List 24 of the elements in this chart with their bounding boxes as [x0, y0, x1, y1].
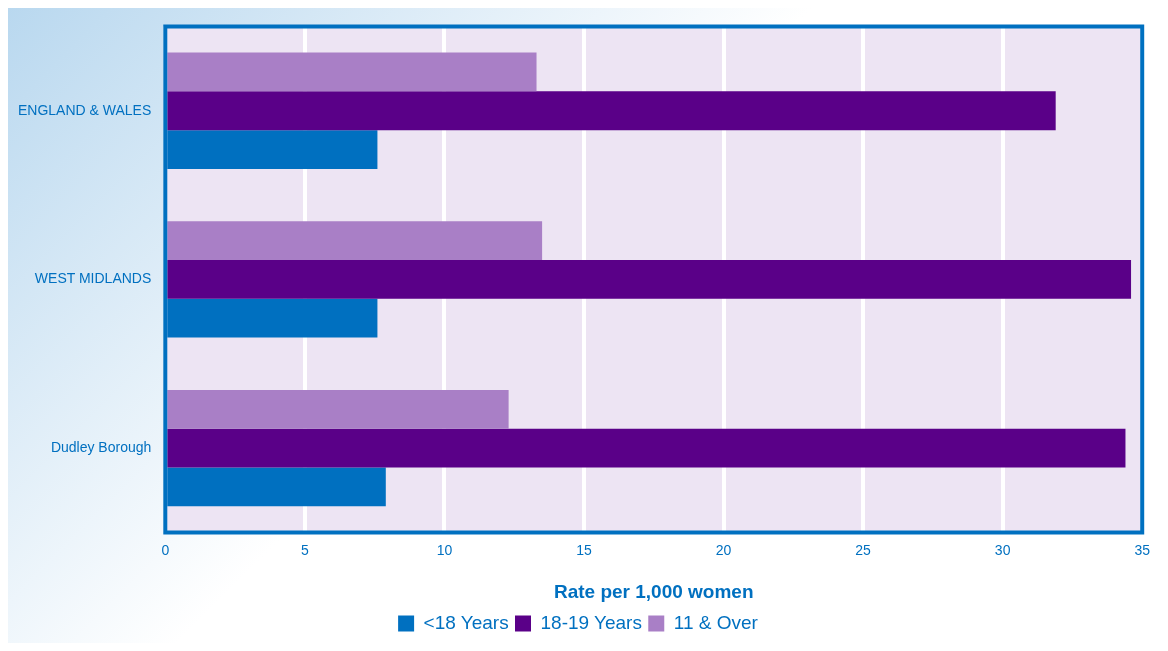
y-tick-label: WEST MIDLANDS: [34, 270, 152, 287]
x-tick-label: 5: [300, 541, 309, 558]
legend-label: 18-19 Years: [540, 611, 642, 633]
x-tick-label: 0: [161, 541, 170, 558]
bar: [167, 298, 378, 338]
x-axis-title: Rate per 1,000 women: [553, 580, 754, 602]
x-tick-label: 30: [994, 541, 1011, 558]
x-tick-label: 20: [715, 541, 732, 558]
x-tick-label: 35: [1134, 541, 1151, 558]
bar: [167, 130, 378, 169]
bar: [167, 52, 537, 92]
bar: [167, 467, 386, 507]
legend-label: 11 & Over: [673, 611, 759, 633]
bar: [167, 389, 509, 429]
x-tick-label: 10: [436, 541, 453, 558]
x-tick-label: 25: [855, 541, 872, 558]
x-tick-label: 15: [576, 541, 592, 558]
legend-label: <18 Years: [423, 611, 509, 633]
bar: [167, 428, 1126, 468]
bar: [167, 91, 1056, 131]
bar: [167, 260, 1132, 299]
y-tick-label: Dudley Borough: [50, 438, 152, 455]
y-tick-label: ENGLAND & WALES: [18, 101, 152, 118]
bar: [167, 221, 543, 260]
